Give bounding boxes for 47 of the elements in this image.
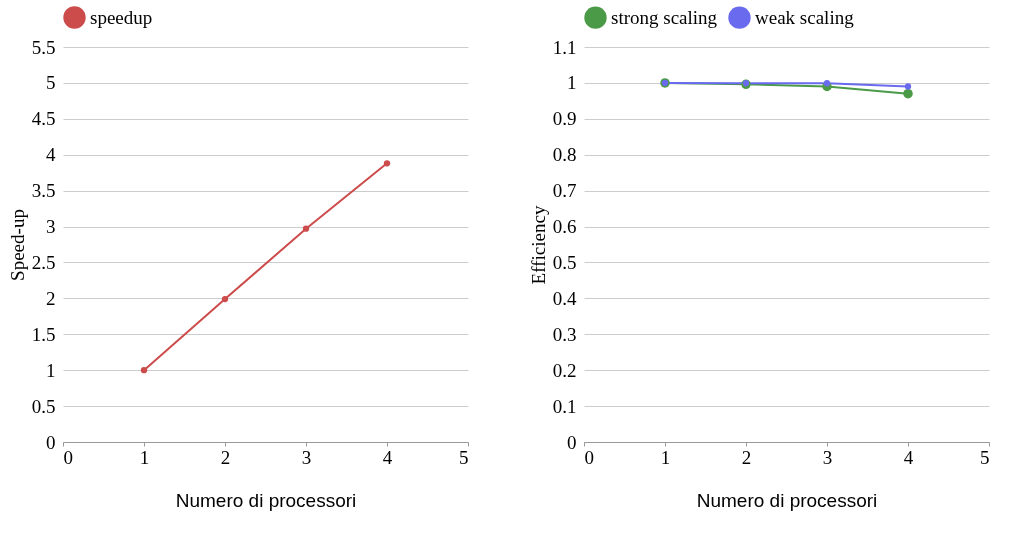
y-tick-label: 0.3 (552, 323, 577, 345)
y-tick-label: 1.5 (31, 323, 56, 345)
legend-label: speedup (90, 6, 153, 28)
y-tick-label: 0.6 (552, 216, 577, 238)
y-tick-label: 3.5 (31, 180, 56, 202)
x-tick-label: 5 (459, 446, 469, 468)
x-tick-label: 1 (139, 446, 150, 468)
point (383, 160, 391, 167)
x-axis-title: Numero di processori (175, 489, 357, 511)
y-tick-label: 1 (46, 359, 56, 381)
y-tick-label: 0.8 (552, 144, 577, 166)
legend-label: weak scaling (755, 6, 855, 28)
x-tick-label: 2 (741, 446, 752, 468)
x-tick-label: 4 (903, 446, 914, 468)
x-tick-label: 4 (382, 446, 393, 468)
y-tick-label: 0.7 (552, 180, 577, 202)
y-tick-label: 1.1 (552, 36, 577, 58)
x-axis-title: Numero di processori (696, 489, 878, 511)
y-axis-title: Speed-up (6, 209, 28, 281)
point (221, 295, 229, 303)
x-tick-label: 1 (660, 446, 671, 468)
y-tick-label: 2.5 (31, 251, 56, 273)
y-tick-label: 0.4 (552, 287, 577, 309)
y-tick-label: 2 (46, 287, 56, 309)
y-tick-label: 0 (46, 431, 56, 453)
x-tick-label: 3 (301, 446, 312, 468)
x-tick-label: 2 (220, 446, 231, 468)
y-tick-label: 5.5 (31, 36, 56, 58)
y-tick-label: 5 (46, 72, 56, 94)
point (302, 225, 310, 232)
x-tick-label: 0 (63, 446, 73, 468)
y-tick-label: 0 (567, 431, 577, 453)
y-tick-label: 4 (46, 144, 56, 166)
y-tick-label: 4.5 (31, 108, 56, 130)
y-tick-label: 0.2 (552, 359, 577, 381)
y-tick-label: 1 (567, 72, 577, 94)
y-tick-label: 3 (46, 216, 56, 238)
x-tick-label: 0 (584, 446, 594, 468)
point (140, 367, 148, 374)
legend-label: strong scaling (611, 6, 718, 28)
y-tick-label: 0.1 (552, 395, 577, 417)
x-tick-label: 3 (822, 446, 833, 468)
y-tick-label: 0.5 (552, 251, 577, 273)
y-tick-label: 0.9 (552, 108, 577, 130)
y-axis-title: Efficiency (527, 205, 549, 285)
x-tick-label: 5 (980, 446, 990, 468)
y-tick-label: 0.5 (31, 395, 56, 417)
